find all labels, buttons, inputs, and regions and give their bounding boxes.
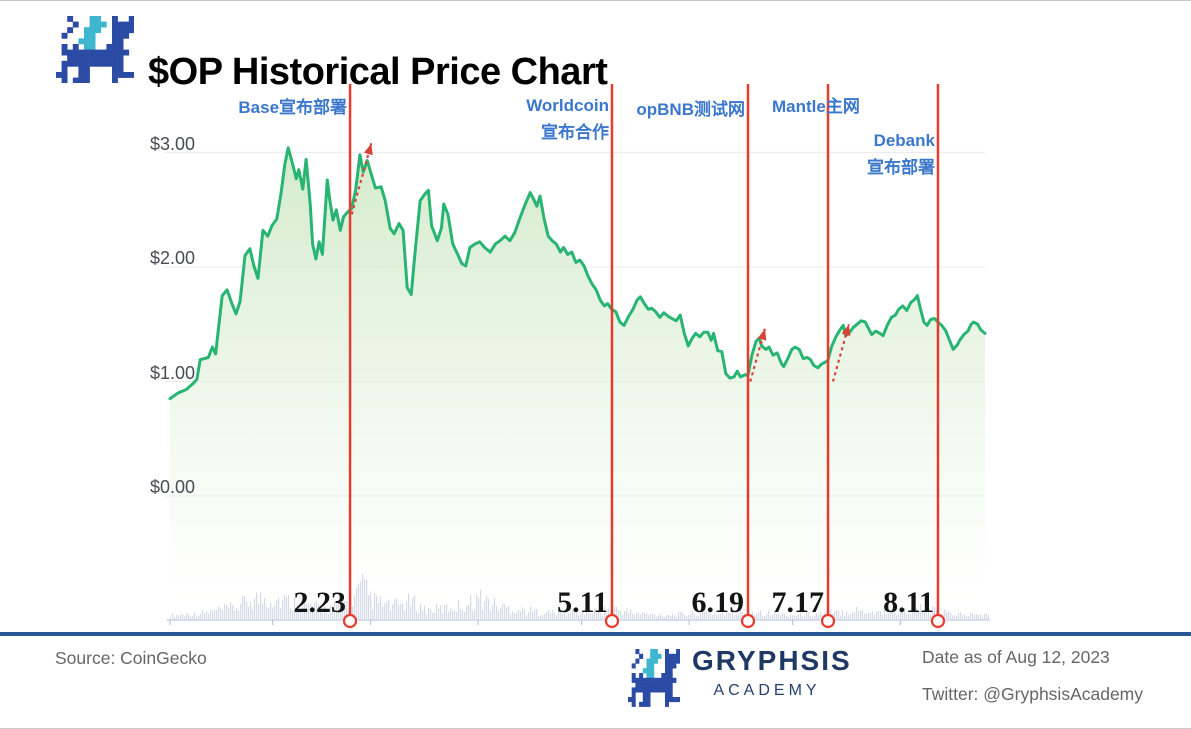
event-marker-circle-mantle-mainnet [820, 613, 836, 629]
event-label-debank-deploy: Debank 宣布部署 [866, 131, 935, 177]
price-area [170, 147, 985, 618]
event-label-opbnb-testnet: opBNB测试网 [636, 100, 745, 119]
y-axis-label-2: $2.00 [150, 248, 196, 268]
x-date-label-5.11: 5.11 [557, 586, 608, 619]
x-date-label-8.11: 8.11 [883, 586, 934, 619]
volume-bars [170, 573, 990, 619]
event-label-worldcoin-partnership: Worldcoin 宣布合作 [526, 96, 609, 142]
top-border [0, 0, 1191, 1]
twitter-note: Twitter: @GryphsisAcademy [922, 684, 1144, 704]
date-note: Date as of Aug 12, 2023 [922, 647, 1110, 667]
gryphsis-dragon-logo-small [628, 649, 680, 707]
event-label-base-deploy: Base宣布部署 [238, 98, 348, 117]
event-marker-circle-debank-deploy [930, 613, 946, 629]
source-note: Source: CoinGecko [55, 648, 207, 668]
y-axis-label-0: $0.00 [150, 477, 196, 497]
event-marker-circle-worldcoin-partnership [604, 613, 620, 629]
trend-arrow-head-3 [841, 324, 851, 337]
gryphsis-dragon-logo [56, 16, 134, 83]
x-date-label-6.19: 6.19 [691, 586, 745, 619]
trend-arrow-head-1 [364, 143, 373, 156]
footer-divider [0, 632, 1191, 636]
event-marker-circle-opbnb-testnet [740, 613, 756, 629]
trend-arrow-1 [350, 143, 373, 215]
y-axis-label-3: $3.00 [150, 133, 196, 154]
event-label-mantle-mainnet: Mantle主网 [772, 97, 860, 116]
brand-name: GRYPHSIS [692, 645, 852, 676]
page-title: $OP Historical Price Chart [148, 51, 608, 94]
trend-arrow-head-2 [757, 328, 767, 341]
y-axis-label-1: $1.00 [150, 362, 196, 383]
x-date-label-2.23: 2.23 [293, 586, 347, 619]
brand-subtitle: ACADEMY [713, 682, 821, 699]
price-line [168, 146, 987, 401]
x-date-label-7.17: 7.17 [771, 586, 825, 619]
event-marker-circle-base-deploy [342, 613, 358, 629]
